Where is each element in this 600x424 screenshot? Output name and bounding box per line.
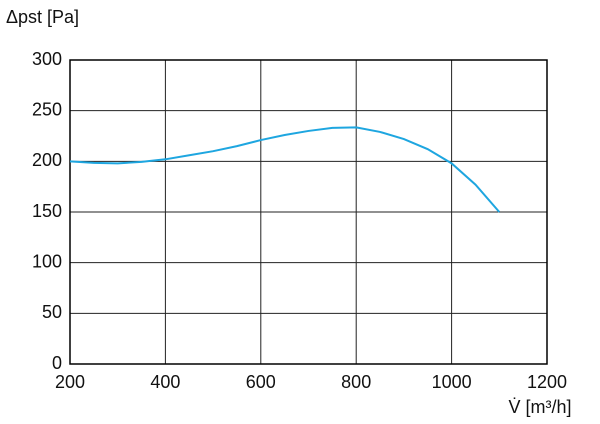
y-tick-label: 100 xyxy=(32,251,62,271)
x-tick-label: 200 xyxy=(55,372,85,392)
x-tick-label: 400 xyxy=(150,372,180,392)
x-tick-label: 600 xyxy=(246,372,276,392)
y-tick-label: 50 xyxy=(42,302,62,322)
curve xyxy=(69,126,501,213)
x-tick-label: 800 xyxy=(341,372,371,392)
y-tick-label: 200 xyxy=(32,150,62,170)
y-tick-label: 300 xyxy=(32,49,62,69)
x-axis-label: V̇ [m³/h] xyxy=(508,397,571,417)
y-axis-label: Δpst [Pa] xyxy=(6,7,79,27)
plot-frame xyxy=(69,59,548,365)
x-tick-label: 1200 xyxy=(527,372,567,392)
y-tick-label: 150 xyxy=(32,201,62,221)
y-tick-label: 0 xyxy=(52,353,62,373)
y-tick-label: 250 xyxy=(32,99,62,119)
x-tick-label: 1000 xyxy=(432,372,472,392)
